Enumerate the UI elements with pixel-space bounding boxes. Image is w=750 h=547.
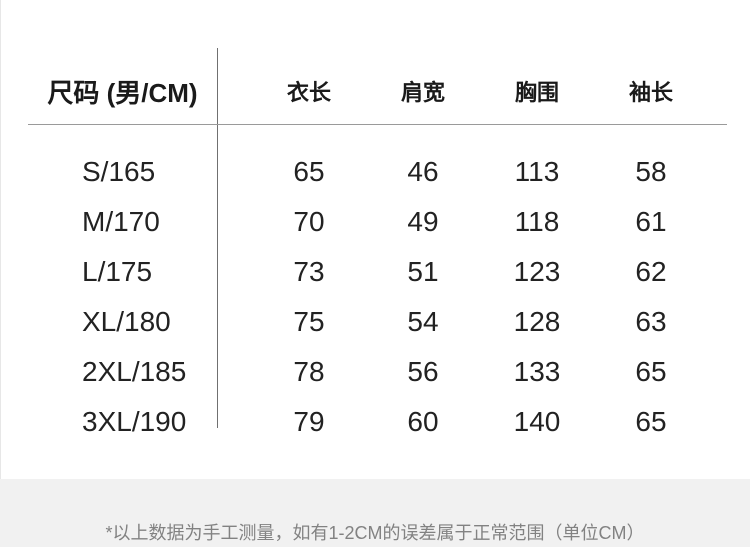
measurement-value: 54	[407, 306, 439, 337]
measurement-value: 65	[635, 356, 667, 387]
measurement-value: 49	[407, 206, 439, 237]
measurement-value: 128	[513, 306, 561, 337]
size-column-header: 尺码 (男/CM)	[47, 77, 198, 108]
measurement-value: 133	[513, 356, 561, 387]
footer-strip: *以上数据为手工测量，如有1-2CM的误差属于正常范围（单位CM）	[0, 479, 750, 547]
measurement-value: 65	[635, 406, 667, 437]
measurement-disclaimer: *以上数据为手工测量，如有1-2CM的误差属于正常范围（单位CM）	[105, 523, 645, 543]
size-label: S/165	[82, 156, 156, 187]
measurement-value: 58	[635, 156, 667, 187]
measurement-value: 113	[514, 156, 560, 187]
size-label: L/175	[82, 256, 153, 287]
size-label: XL/180	[82, 306, 171, 337]
measurement-value: 118	[514, 206, 560, 237]
table-row: XL/180 75 54 128 63	[0, 297, 708, 347]
measurement-value: 75	[293, 306, 325, 337]
measurement-value: 61	[635, 206, 667, 237]
measurement-value: 62	[635, 256, 667, 287]
size-label: 2XL/185	[82, 356, 187, 387]
table-row: S/165 65 46 113 58	[0, 147, 708, 197]
table-row: L/175 73 51 123 62	[0, 247, 708, 297]
table-row: M/170 70 49 118 61	[0, 197, 708, 247]
measurement-value: 65	[293, 156, 325, 187]
measurement-value: 46	[407, 156, 439, 187]
size-label: M/170	[82, 206, 160, 237]
measurement-value: 78	[293, 356, 325, 387]
measurement-value: 60	[407, 406, 439, 437]
page-left-edge-line	[0, 0, 1, 479]
table-row: 3XL/190 79 60 140 65	[0, 397, 708, 447]
size-label: 3XL/190	[82, 406, 187, 437]
column-header-sleeve-length: 袖长	[628, 80, 673, 105]
column-header-garment-length: 衣长	[286, 80, 331, 105]
size-chart-header-row: 尺码 (男/CM) 衣长 肩宽 胸围 袖长	[0, 66, 708, 116]
measurement-value: 123	[513, 256, 561, 287]
column-divider-line	[217, 48, 218, 428]
measurement-value: 79	[293, 406, 325, 437]
measurement-value: 70	[293, 206, 325, 237]
measurement-value: 56	[407, 356, 439, 387]
column-header-shoulder-width: 肩宽	[400, 80, 445, 105]
measurement-value: 140	[513, 406, 561, 437]
measurement-value: 51	[407, 256, 439, 287]
measurement-value: 63	[635, 306, 667, 337]
table-row: 2XL/185 78 56 133 65	[0, 347, 708, 397]
header-underline	[28, 124, 727, 125]
column-header-chest: 胸围	[514, 80, 559, 105]
size-chart-rows: S/165 65 46 113 58 M/170 70 49 118 61 L/175 73 51 123…	[0, 147, 708, 447]
measurement-value: 73	[293, 256, 325, 287]
